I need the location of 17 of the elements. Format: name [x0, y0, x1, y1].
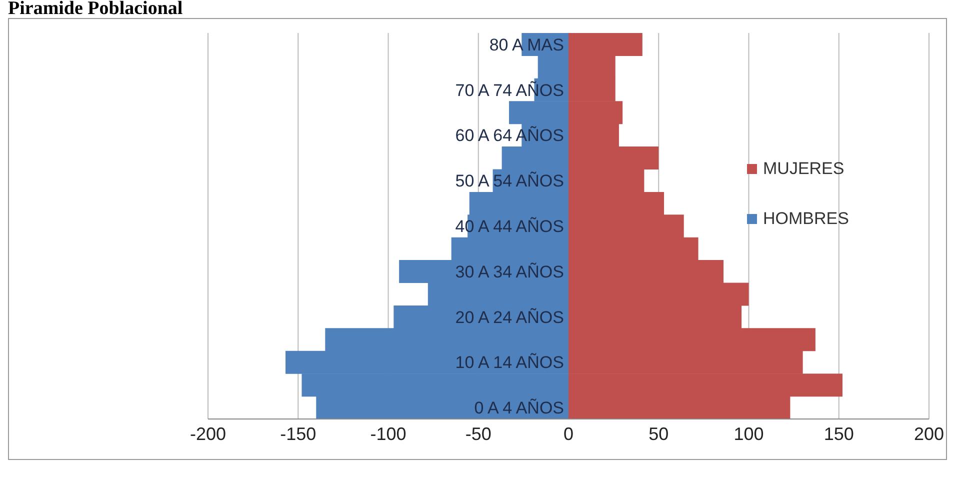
y-tick-label: 10 A 14 AÑOS: [455, 353, 564, 372]
y-tick-label: 50 A 54 AÑOS: [455, 172, 564, 191]
legend-label: MUJERES: [763, 159, 844, 179]
chart-title: Piramide Poblacional: [8, 0, 184, 19]
y-tick-label: 0 A 4 AÑOS: [474, 398, 564, 418]
x-tick-label: -50: [465, 424, 492, 444]
x-tick-label: 100: [734, 424, 764, 444]
legend-label: HOMBRES: [763, 209, 849, 229]
x-tick-label: -150: [280, 424, 316, 444]
x-tick-label: -100: [370, 424, 406, 444]
x-tick-label: 200: [914, 424, 944, 444]
x-tick-label: 50: [648, 424, 669, 444]
x-tick-label: 0: [563, 424, 574, 444]
x-tick-label: 150: [824, 424, 854, 444]
x-tick-label: -200: [190, 424, 226, 444]
y-tick-label: 20 A 24 AÑOS: [455, 308, 564, 327]
y-tick-label: 30 A 34 AÑOS: [455, 262, 564, 282]
